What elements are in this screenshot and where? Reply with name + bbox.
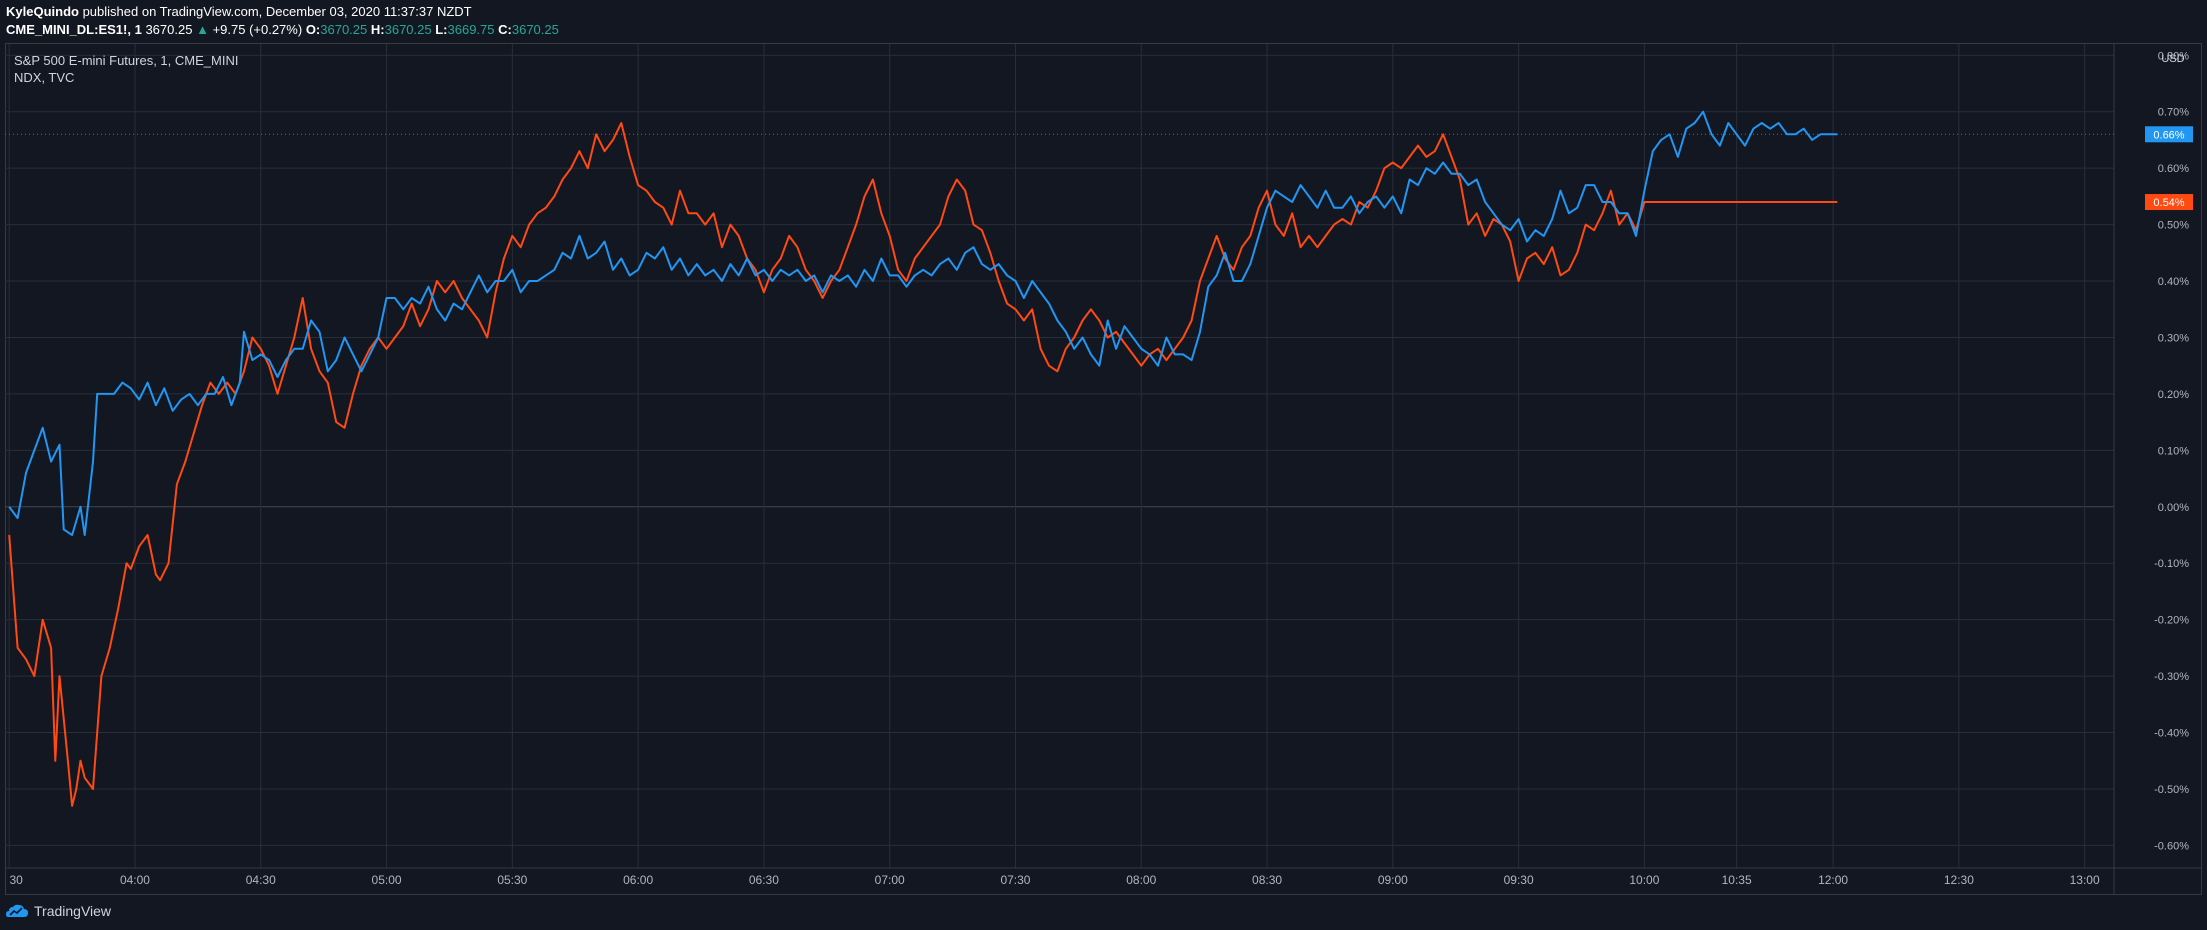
legend-compare-series[interactable]: NDX, TVC bbox=[14, 70, 75, 85]
low-label: L: bbox=[435, 22, 448, 37]
x-tick-label: 08:30 bbox=[1252, 873, 1282, 887]
y-tick-label: -0.30% bbox=[2154, 671, 2189, 683]
y-tick-label: 0.50% bbox=[2158, 220, 2189, 232]
up-arrow-icon: ▲ bbox=[196, 22, 209, 37]
x-tick-label: 09:30 bbox=[1504, 873, 1534, 887]
y-tick-label: -0.60% bbox=[2154, 840, 2189, 852]
y-axis: 0.80% 0.70% 0.60% 0.50% 0.40% 0.30% 0.20% 0.10%… bbox=[2154, 50, 2189, 852]
es-series-line bbox=[8, 110, 1838, 536]
x-tick-label: 07:30 bbox=[1000, 873, 1030, 887]
y-tick-label: 0.80% bbox=[2158, 50, 2189, 62]
y-tick-label: 0.00% bbox=[2158, 502, 2189, 514]
close-value: 3670.25 bbox=[511, 22, 559, 37]
x-tick-label: 06:30 bbox=[749, 873, 779, 887]
ndx-last-badge bbox=[2145, 194, 2193, 211]
footer: TradingView bbox=[6, 903, 111, 919]
symbol-info-bar: CME_MINI_DL:ES1!, 1 3670.25 ▲ +9.75 (+0.… bbox=[6, 22, 559, 37]
y-tick-label: 0.60% bbox=[2158, 163, 2189, 175]
x-tick-label: 04:00 bbox=[120, 873, 150, 887]
symbol-name: CME_MINI_DL:ES1!, 1 bbox=[6, 22, 142, 37]
open-label: O: bbox=[305, 22, 321, 37]
author-name[interactable]: KyleQuindo bbox=[6, 4, 79, 19]
x-axis: 30 04:00 04:30 05:00 05:30 06:00 06:30 07:00 07:… bbox=[10, 873, 2100, 887]
y-tick-label: 0.20% bbox=[2158, 389, 2189, 401]
low-value: 3669.75 bbox=[447, 22, 495, 37]
grid-layer bbox=[5, 44, 2202, 895]
x-tick-label: 08:00 bbox=[1126, 873, 1156, 887]
last-price: 3670.25 bbox=[145, 22, 193, 37]
x-tick-label: 12:30 bbox=[1944, 873, 1974, 887]
y-tick-label: -0.40% bbox=[2154, 728, 2189, 740]
x-tick-label: 12:00 bbox=[1818, 873, 1848, 887]
published-text: published on TradingView.com, December 0… bbox=[82, 4, 472, 19]
x-tick-label: 04:30 bbox=[246, 873, 276, 887]
footer-brand[interactable]: TradingView bbox=[34, 903, 112, 919]
y-tick-label: 0.10% bbox=[2158, 445, 2189, 457]
es-last-badge bbox=[2145, 126, 2193, 143]
y-tick-label: -0.10% bbox=[2154, 558, 2189, 570]
close-label: C: bbox=[498, 22, 512, 37]
ndx-series-line bbox=[8, 122, 1838, 807]
x-tick-label: 30 bbox=[10, 873, 24, 887]
x-tick-label: 10:35 bbox=[1722, 873, 1752, 887]
legend-main-series[interactable]: S&P 500 E-mini Futures, 1, CME_MINI bbox=[14, 53, 239, 68]
series-layer bbox=[8, 110, 1838, 807]
x-tick-label: 05:00 bbox=[372, 873, 402, 887]
y-tick-label: -0.50% bbox=[2154, 784, 2189, 796]
publish-header: KyleQuindo published on TradingView.com,… bbox=[6, 4, 472, 19]
x-tick-label: 07:00 bbox=[875, 873, 905, 887]
y-tick-label: 0.70% bbox=[2158, 107, 2189, 119]
open-value: 3670.25 bbox=[320, 22, 368, 37]
y-tick-label: -0.20% bbox=[2154, 615, 2189, 627]
x-tick-label: 10:00 bbox=[1629, 873, 1659, 887]
high-label: H: bbox=[370, 22, 385, 37]
chart-frame[interactable] bbox=[5, 43, 2202, 895]
currency-label: USD bbox=[2161, 53, 2184, 65]
tradingview-logo-icon bbox=[6, 904, 28, 917]
x-tick-label: 05:30 bbox=[497, 873, 527, 887]
x-tick-label: 13:00 bbox=[2070, 873, 2100, 887]
x-tick-label: 09:00 bbox=[1378, 873, 1408, 887]
badge-label: 0.54% bbox=[2153, 197, 2184, 209]
price-change: +9.75 (+0.27%) bbox=[212, 22, 303, 37]
x-tick-label: 06:00 bbox=[623, 873, 653, 887]
badge-label: 0.66% bbox=[2153, 129, 2184, 141]
high-value: 3670.25 bbox=[384, 22, 432, 37]
y-tick-label: 0.30% bbox=[2158, 332, 2189, 344]
y-tick-label: 0.40% bbox=[2158, 276, 2189, 288]
price-badges: 0.66% 0.54% bbox=[2145, 126, 2193, 211]
